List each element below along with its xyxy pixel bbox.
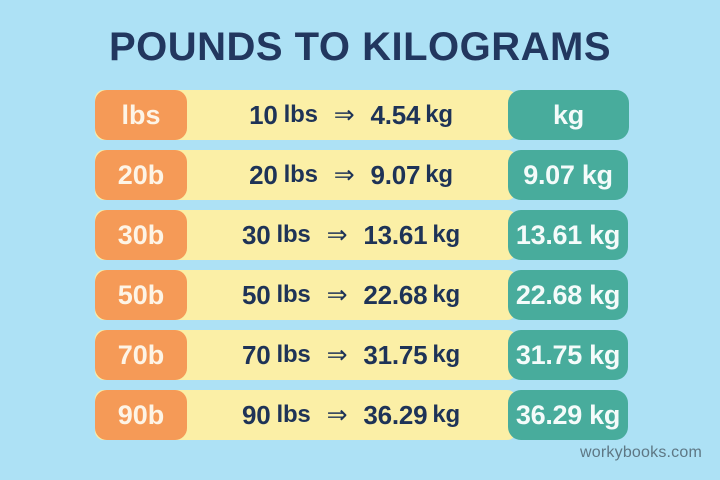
- to-unit: kg: [432, 281, 461, 308]
- conversion-text: 20 lbs ⇒ 9.07 kg: [196, 150, 506, 200]
- conversion-text: 10 lbs ⇒ 4.54 kg: [196, 90, 506, 140]
- table-row: 20b 20 lbs ⇒ 9.07 kg 9.07 kg: [0, 150, 720, 200]
- to-unit: kg: [432, 221, 461, 248]
- table-row: lbs 10 lbs ⇒ 4.54 kg kg: [0, 90, 720, 140]
- from-unit: lbs: [276, 221, 311, 248]
- to-value: 13.61: [363, 219, 428, 250]
- to-value: 36.29: [363, 399, 428, 430]
- from-unit: lbs: [283, 101, 318, 128]
- kg-pill-label: 9.07 kg: [523, 159, 613, 190]
- lbs-pill-label: 20b: [117, 160, 165, 190]
- from-unit: lbs: [276, 401, 311, 428]
- arrow-icon: ⇒: [333, 161, 355, 189]
- kg-pill[interactable]: kg: [508, 90, 629, 140]
- table-row: 30b 30 lbs ⇒ 13.61 kg 13.61 kg: [0, 210, 720, 260]
- lbs-pill[interactable]: 90b: [95, 390, 187, 440]
- lbs-pill-label: 30b: [117, 220, 165, 250]
- from-value: 10: [249, 99, 278, 130]
- conversion-rows: lbs 10 lbs ⇒ 4.54 kg kg 20b 20 lbs ⇒: [0, 90, 720, 450]
- to-unit: kg: [425, 101, 453, 128]
- from-unit: lbs: [276, 341, 311, 368]
- page-title: POUNDS TO KILOGRAMS: [108, 25, 612, 69]
- kg-pill-label: 22.68 kg: [515, 279, 621, 310]
- to-value: 4.54: [370, 99, 421, 130]
- watermark: workybooks.com: [580, 444, 702, 461]
- arrow-icon: ⇒: [333, 101, 355, 129]
- table-row: 90b 90 lbs ⇒ 36.29 kg 36.29 kg: [0, 390, 720, 440]
- lbs-pill[interactable]: 20b: [95, 150, 187, 200]
- table-row: 70b 70 lbs ⇒ 31.75 kg 31.75 kg: [0, 330, 720, 380]
- conversion-text: 50 lbs ⇒ 22.68 kg: [196, 270, 506, 320]
- arrow-icon: ⇒: [326, 281, 348, 309]
- from-unit: lbs: [283, 161, 318, 188]
- to-value: 31.75: [363, 339, 428, 370]
- from-value: 30: [241, 219, 271, 250]
- conversion-text: 70 lbs ⇒ 31.75 kg: [196, 330, 506, 380]
- kg-pill[interactable]: 22.68 kg: [508, 270, 628, 320]
- arrow-icon: ⇒: [326, 341, 348, 369]
- to-unit: kg: [432, 401, 461, 428]
- to-value: 22.68: [363, 279, 428, 310]
- kg-pill[interactable]: 13.61 kg: [508, 210, 628, 260]
- from-value: 70: [241, 339, 271, 370]
- kg-pill-label: 31.75 kg: [515, 339, 621, 370]
- kg-pill[interactable]: 36.29 kg: [508, 390, 628, 440]
- kg-pill[interactable]: 31.75 kg: [508, 330, 628, 380]
- lbs-pill-label: 90b: [117, 400, 165, 430]
- kg-pill[interactable]: 9.07 kg: [508, 150, 628, 200]
- lbs-pill-label: 70b: [117, 340, 165, 370]
- to-unit: kg: [425, 161, 453, 188]
- from-value: 20: [249, 159, 278, 190]
- lbs-pill[interactable]: 30b: [95, 210, 187, 260]
- arrow-icon: ⇒: [326, 401, 348, 429]
- kg-pill-label: 13.61 kg: [515, 219, 621, 250]
- to-value: 9.07: [370, 159, 421, 190]
- conversion-text: 90 lbs ⇒ 36.29 kg: [196, 390, 506, 440]
- from-value: 50: [241, 279, 271, 310]
- lbs-pill[interactable]: 50b: [95, 270, 187, 320]
- from-value: 90: [241, 399, 271, 430]
- table-row: 50b 50 lbs ⇒ 22.68 kg 22.68 kg: [0, 270, 720, 320]
- kg-pill-label: kg: [553, 99, 584, 130]
- arrow-icon: ⇒: [326, 221, 348, 249]
- lbs-pill[interactable]: lbs: [95, 90, 187, 140]
- lbs-pill-label: 50b: [117, 280, 165, 310]
- from-unit: lbs: [276, 281, 311, 308]
- to-unit: kg: [432, 341, 461, 368]
- lbs-pill[interactable]: 70b: [95, 330, 187, 380]
- conversion-text: 30 lbs ⇒ 13.61 kg: [196, 210, 506, 260]
- kg-pill-label: 36.29 kg: [515, 399, 621, 430]
- lbs-pill-label: lbs: [121, 100, 161, 130]
